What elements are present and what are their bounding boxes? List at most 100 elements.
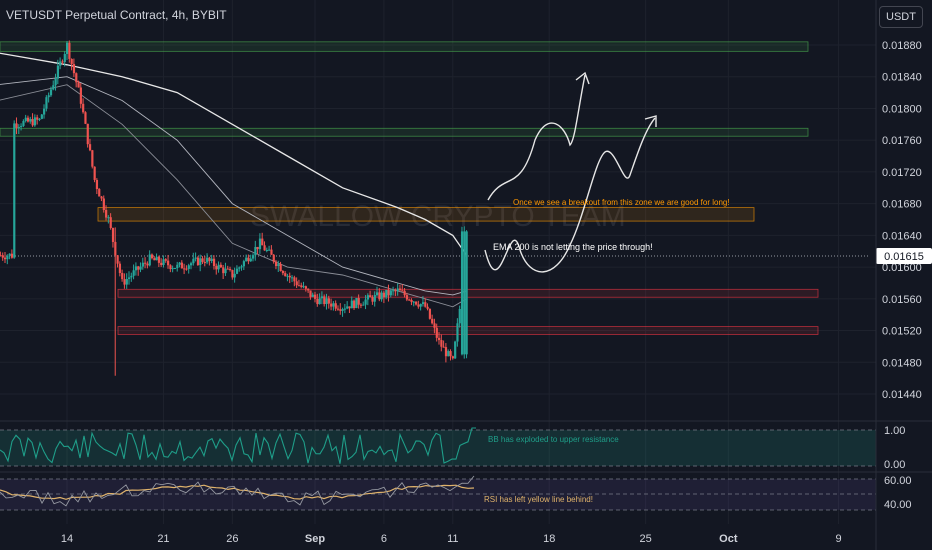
projection-paths — [484, 71, 657, 273]
candle-body — [187, 265, 190, 269]
candle-body — [254, 246, 257, 256]
candle-body — [364, 299, 367, 305]
candle-body — [300, 285, 303, 287]
candle-body — [54, 78, 57, 86]
candle-body — [231, 270, 234, 278]
moving-average-line — [0, 84, 467, 308]
current-price-value: 0.01615 — [884, 251, 924, 263]
candle-body — [456, 323, 459, 342]
price-tick-label: 0.01680 — [882, 199, 922, 211]
resistance-zone — [0, 127, 809, 137]
candle-body — [323, 296, 326, 305]
candle-body — [366, 295, 370, 300]
candle-body — [157, 256, 161, 263]
candle-body — [49, 89, 53, 96]
time-tick-label: 6 — [381, 533, 387, 545]
price-tick-label: 0.01480 — [882, 357, 922, 369]
candle-body — [201, 258, 204, 262]
candle-body — [98, 189, 101, 197]
candle-body — [334, 303, 337, 309]
annotation-ema200: EMA 200 is not letting the price through… — [493, 242, 653, 252]
candle-body — [249, 258, 252, 262]
candle-body — [426, 306, 429, 309]
currency-button[interactable]: USDT — [879, 6, 923, 28]
candle-body — [419, 304, 422, 307]
candle-body — [256, 246, 259, 250]
candle-body — [274, 261, 278, 267]
price-tick-label: 0.01560 — [882, 294, 922, 306]
candle-body — [279, 264, 282, 271]
candle-body — [123, 279, 126, 285]
candle-body — [196, 257, 200, 266]
candle-body — [6, 256, 9, 260]
candle-body — [93, 166, 96, 180]
candle-body — [56, 65, 60, 79]
bb-band-fill — [0, 430, 876, 466]
support-zone — [117, 326, 819, 335]
candle-body — [359, 304, 363, 306]
candle-body — [357, 298, 360, 305]
candle-body — [284, 273, 287, 277]
candle-body — [398, 288, 402, 291]
candle-body — [401, 290, 404, 292]
candle-body — [36, 117, 39, 120]
candle-body — [387, 289, 390, 296]
candle-body — [183, 268, 186, 270]
candle-body — [66, 42, 69, 54]
breakout-zone — [97, 207, 755, 222]
annotation-bb: BB has exploded to upper resistance — [488, 435, 619, 444]
price-tick-label: 0.01880 — [882, 40, 922, 52]
annotation-rsi: RSI has left yellow line behind! — [484, 495, 593, 504]
candle-body — [463, 231, 466, 355]
candle-body — [59, 61, 62, 66]
candle-body — [428, 308, 432, 319]
candle-body — [270, 249, 273, 255]
candle-body — [171, 268, 174, 270]
candle-body — [102, 198, 105, 211]
resistance-zone — [0, 41, 809, 52]
candle-body — [421, 302, 425, 305]
candle-body — [72, 64, 76, 74]
candle-body — [0, 255, 2, 257]
candle-body — [343, 308, 347, 310]
candle-body — [31, 119, 34, 126]
price-tick-label: 0.01760 — [882, 135, 922, 147]
current-price-label: 0.01615 — [876, 248, 932, 264]
candle-body — [341, 309, 344, 311]
candle-body — [316, 298, 319, 305]
candle-body — [22, 121, 25, 126]
candle-body — [458, 309, 461, 324]
candle-body — [309, 290, 312, 297]
candle-body — [29, 119, 32, 122]
candle-body — [132, 270, 135, 276]
candle-body — [297, 285, 301, 287]
candle-body — [130, 275, 133, 278]
candle-body — [8, 253, 11, 257]
candle-body — [82, 103, 85, 113]
moving-average-line — [0, 52, 468, 256]
candle-body — [148, 254, 151, 266]
price-tick-label: 0.01840 — [882, 72, 922, 84]
candle-body — [173, 268, 177, 270]
time-tick-label: 11 — [447, 533, 458, 545]
candle-body — [314, 294, 317, 299]
candle-body — [449, 351, 452, 357]
candle-body — [417, 304, 420, 307]
candle-body — [75, 73, 78, 83]
candle-body — [84, 112, 87, 124]
candle-body — [43, 108, 46, 115]
candle-body — [91, 150, 94, 167]
candle-body — [128, 277, 131, 279]
candle-body — [424, 302, 427, 307]
candle-body — [465, 231, 468, 355]
candle-body — [376, 292, 379, 296]
candle-body — [146, 263, 149, 266]
candle-body — [229, 268, 232, 271]
candle-body — [245, 257, 248, 262]
price-tick-label: 0.01600 — [882, 262, 922, 274]
candle-body — [70, 58, 73, 65]
rsi-tick-top: 60.00 — [884, 475, 912, 487]
candle-body — [13, 123, 16, 258]
price-tick-label: 0.01440 — [882, 389, 922, 401]
